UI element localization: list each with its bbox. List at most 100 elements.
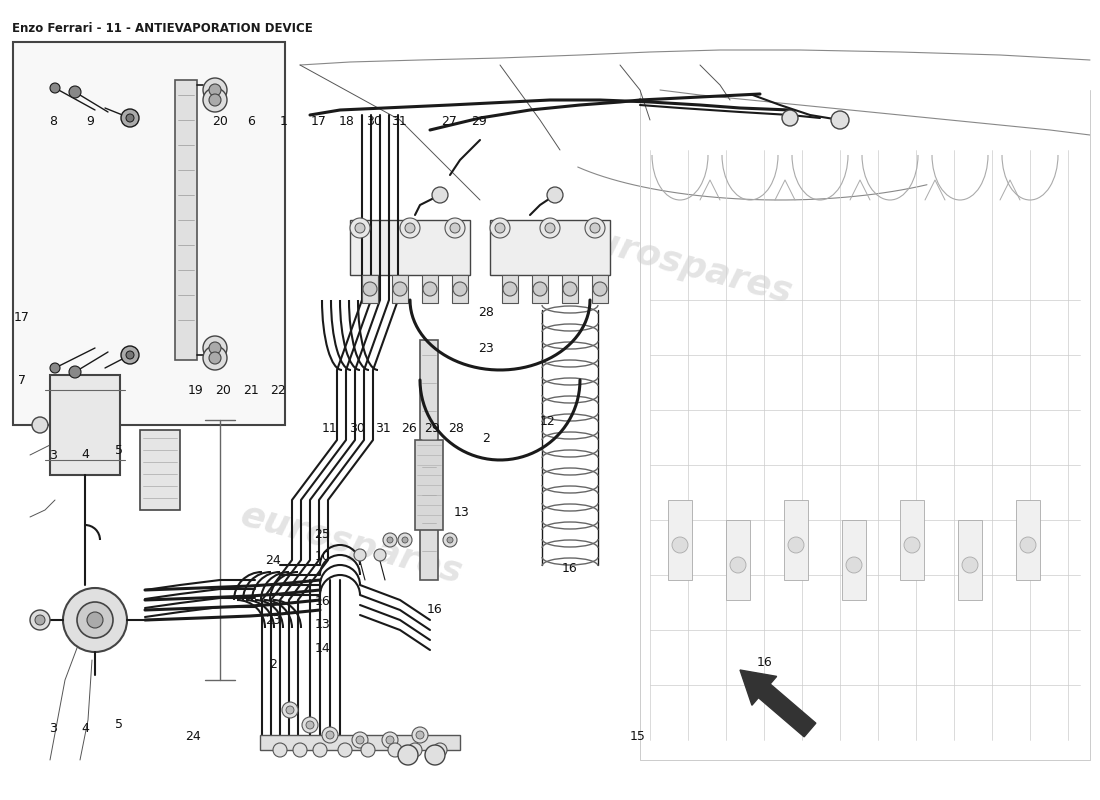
Bar <box>50 375 120 475</box>
Circle shape <box>350 218 370 238</box>
Text: 17: 17 <box>311 115 327 128</box>
Bar <box>900 500 924 580</box>
Text: 4: 4 <box>81 722 90 734</box>
Circle shape <box>69 366 81 378</box>
Text: 4: 4 <box>81 448 90 461</box>
Circle shape <box>534 282 547 296</box>
Circle shape <box>495 223 505 233</box>
Text: 20: 20 <box>212 115 228 128</box>
Text: 1: 1 <box>279 115 288 128</box>
Text: 7: 7 <box>18 374 26 386</box>
Text: 25: 25 <box>315 528 330 541</box>
Circle shape <box>204 88 227 112</box>
Circle shape <box>446 218 465 238</box>
Circle shape <box>355 223 365 233</box>
Circle shape <box>306 721 313 729</box>
Text: 3: 3 <box>48 450 57 462</box>
Circle shape <box>540 218 560 238</box>
Text: 17: 17 <box>14 311 30 324</box>
Circle shape <box>314 743 327 757</box>
Bar <box>668 500 692 580</box>
Circle shape <box>433 743 447 757</box>
Circle shape <box>1020 537 1036 553</box>
Circle shape <box>50 83 60 93</box>
Circle shape <box>326 731 334 739</box>
Bar <box>592 275 608 303</box>
Circle shape <box>593 282 607 296</box>
Text: 6: 6 <box>246 115 255 128</box>
Circle shape <box>50 363 60 373</box>
Circle shape <box>547 187 563 203</box>
Circle shape <box>503 282 517 296</box>
Circle shape <box>209 342 221 354</box>
Circle shape <box>69 86 81 98</box>
Circle shape <box>672 537 688 553</box>
Circle shape <box>32 417 48 433</box>
Bar <box>784 500 808 580</box>
Text: 12: 12 <box>540 415 556 428</box>
Bar <box>260 735 460 750</box>
Text: 13: 13 <box>315 618 330 630</box>
Circle shape <box>87 612 103 628</box>
Text: eurospares: eurospares <box>238 498 466 590</box>
Text: 10: 10 <box>315 550 330 563</box>
Circle shape <box>730 557 746 573</box>
Circle shape <box>204 346 227 370</box>
Circle shape <box>405 223 415 233</box>
Circle shape <box>453 282 468 296</box>
Circle shape <box>302 717 318 733</box>
Text: 23: 23 <box>265 614 280 626</box>
Text: 16: 16 <box>562 562 578 574</box>
Circle shape <box>400 218 420 238</box>
Text: 30: 30 <box>350 422 365 434</box>
Bar <box>392 275 408 303</box>
Circle shape <box>77 602 113 638</box>
Text: eurospares: eurospares <box>568 218 796 310</box>
Circle shape <box>788 537 804 553</box>
Circle shape <box>361 743 375 757</box>
Circle shape <box>447 537 453 543</box>
Text: 23: 23 <box>478 342 494 354</box>
Circle shape <box>363 282 377 296</box>
Bar <box>350 220 470 275</box>
Circle shape <box>63 588 126 652</box>
Text: 5: 5 <box>114 444 123 457</box>
Text: 5: 5 <box>114 718 123 730</box>
Circle shape <box>35 615 45 625</box>
Circle shape <box>904 537 920 553</box>
Bar <box>958 520 982 600</box>
Text: 2: 2 <box>268 658 277 670</box>
Circle shape <box>590 223 600 233</box>
Text: 2: 2 <box>482 432 491 445</box>
Text: 11: 11 <box>322 422 338 434</box>
Text: 24: 24 <box>185 730 200 742</box>
Circle shape <box>382 732 398 748</box>
Circle shape <box>383 533 397 547</box>
Circle shape <box>782 110 797 126</box>
Text: 22: 22 <box>271 384 286 397</box>
Circle shape <box>282 702 298 718</box>
Circle shape <box>425 745 446 765</box>
Circle shape <box>209 84 221 96</box>
Text: 24: 24 <box>265 554 280 566</box>
Circle shape <box>126 114 134 122</box>
Circle shape <box>374 549 386 561</box>
Text: 29: 29 <box>471 115 486 128</box>
Text: 30: 30 <box>366 115 382 128</box>
Text: 15: 15 <box>630 730 646 742</box>
Bar <box>532 275 548 303</box>
Circle shape <box>121 109 139 127</box>
Circle shape <box>450 223 460 233</box>
Text: 21: 21 <box>243 384 258 397</box>
Circle shape <box>209 352 221 364</box>
Text: 18: 18 <box>339 115 354 128</box>
Circle shape <box>121 346 139 364</box>
Circle shape <box>443 533 456 547</box>
Text: 27: 27 <box>441 115 456 128</box>
Text: 20: 20 <box>216 384 231 397</box>
Text: 31: 31 <box>392 115 407 128</box>
Bar <box>562 275 578 303</box>
Circle shape <box>204 78 227 102</box>
Text: 19: 19 <box>188 384 204 397</box>
Circle shape <box>585 218 605 238</box>
